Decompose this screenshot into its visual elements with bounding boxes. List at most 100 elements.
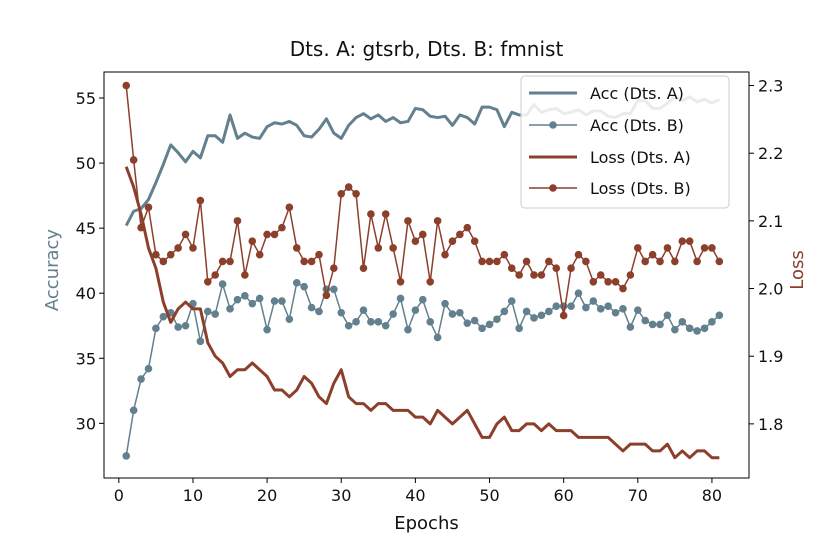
data-point bbox=[315, 250, 323, 259]
data-point bbox=[567, 302, 575, 311]
data-point bbox=[693, 257, 701, 266]
data-point bbox=[678, 237, 687, 245]
data-point bbox=[478, 257, 486, 266]
data-point bbox=[671, 257, 679, 266]
data-point bbox=[507, 264, 516, 273]
data-point bbox=[189, 244, 197, 252]
data-point bbox=[344, 183, 353, 191]
x-tick-label: 30 bbox=[331, 486, 351, 505]
data-point bbox=[715, 257, 724, 266]
x-tick-label: 10 bbox=[183, 486, 203, 505]
data-point bbox=[330, 285, 338, 294]
data-point bbox=[537, 271, 546, 279]
data-point bbox=[700, 324, 709, 333]
data-point bbox=[493, 257, 501, 266]
data-point bbox=[307, 303, 316, 312]
data-point bbox=[715, 311, 724, 320]
data-point bbox=[278, 297, 286, 305]
data-point bbox=[263, 325, 271, 334]
data-point bbox=[418, 230, 427, 239]
data-point bbox=[129, 156, 138, 164]
data-point bbox=[478, 324, 486, 333]
data-point bbox=[218, 280, 227, 288]
data-point bbox=[404, 217, 412, 225]
y-tick-label-left: 55 bbox=[76, 89, 96, 108]
data-point bbox=[641, 316, 650, 325]
data-point bbox=[352, 318, 360, 326]
x-tick-label: 60 bbox=[553, 486, 573, 505]
data-point bbox=[456, 230, 464, 239]
data-point bbox=[567, 264, 575, 273]
data-point bbox=[515, 324, 523, 333]
data-point bbox=[203, 277, 212, 286]
data-point bbox=[648, 320, 657, 329]
data-point bbox=[678, 318, 687, 326]
data-point bbox=[152, 250, 160, 259]
y-tick-label-right: 2.0 bbox=[758, 280, 783, 299]
data-point bbox=[574, 289, 583, 298]
data-point bbox=[211, 271, 220, 279]
y-axis-label-left: Accuracy bbox=[42, 229, 63, 312]
data-point bbox=[144, 203, 153, 212]
data-point bbox=[181, 230, 190, 239]
data-point bbox=[330, 264, 338, 273]
data-point bbox=[633, 244, 642, 252]
x-tick-label: 0 bbox=[114, 486, 124, 505]
data-point bbox=[337, 190, 346, 198]
data-point bbox=[456, 308, 464, 317]
data-point bbox=[589, 297, 598, 305]
legend-marker-loss-b bbox=[549, 184, 557, 192]
data-point bbox=[344, 321, 353, 330]
data-point bbox=[396, 294, 405, 303]
data-point bbox=[270, 297, 279, 305]
data-point bbox=[278, 223, 286, 232]
data-point bbox=[241, 271, 249, 279]
legend-label-acc-b: Acc (Dts. B) bbox=[590, 116, 684, 135]
data-point bbox=[233, 217, 242, 225]
y-tick-label-right: 1.8 bbox=[758, 415, 783, 434]
data-point bbox=[322, 291, 331, 300]
data-point bbox=[300, 257, 308, 266]
y-tick-label-right: 2.3 bbox=[758, 77, 783, 96]
data-point bbox=[292, 279, 301, 287]
data-point bbox=[381, 210, 390, 218]
data-point bbox=[315, 307, 323, 316]
legend-marker-acc-b bbox=[549, 121, 557, 129]
data-point bbox=[226, 305, 234, 313]
data-point bbox=[574, 250, 583, 259]
data-point bbox=[174, 244, 182, 252]
data-point bbox=[708, 244, 716, 252]
y-tick-label-right: 2.2 bbox=[758, 144, 783, 163]
data-point bbox=[418, 295, 427, 304]
data-point bbox=[626, 271, 635, 279]
data-point bbox=[181, 321, 190, 330]
data-point bbox=[463, 223, 472, 232]
data-point bbox=[129, 406, 138, 415]
data-point bbox=[255, 250, 264, 259]
data-point bbox=[404, 325, 412, 334]
series-line-2 bbox=[124, 166, 720, 460]
data-point bbox=[300, 282, 308, 291]
y-tick-label-left: 50 bbox=[76, 154, 96, 173]
data-point bbox=[596, 305, 605, 313]
x-tick-label: 70 bbox=[628, 486, 648, 505]
data-point bbox=[367, 210, 375, 218]
y-tick-label-left: 30 bbox=[76, 414, 96, 433]
data-point bbox=[485, 257, 494, 266]
data-point bbox=[374, 318, 383, 326]
data-point bbox=[381, 321, 390, 330]
legend-label-loss-a: Loss (Dts. A) bbox=[590, 148, 691, 167]
data-point bbox=[122, 81, 131, 90]
legend-entry-acc-b: Acc (Dts. B) bbox=[529, 116, 684, 135]
data-point bbox=[500, 250, 509, 259]
data-point bbox=[626, 323, 635, 331]
data-point bbox=[166, 250, 175, 259]
data-point bbox=[389, 310, 397, 318]
axes-layer: 0 10 20 30 40 50 60 70 80 30 35 40 45 50 55 1.8 1.9 2.0 2.… bbox=[76, 71, 783, 505]
legend-entry-loss-a: Loss (Dts. A) bbox=[529, 148, 691, 167]
data-point bbox=[559, 302, 568, 311]
data-point bbox=[611, 308, 620, 317]
data-point bbox=[493, 315, 501, 324]
x-tick-label: 40 bbox=[405, 486, 425, 505]
